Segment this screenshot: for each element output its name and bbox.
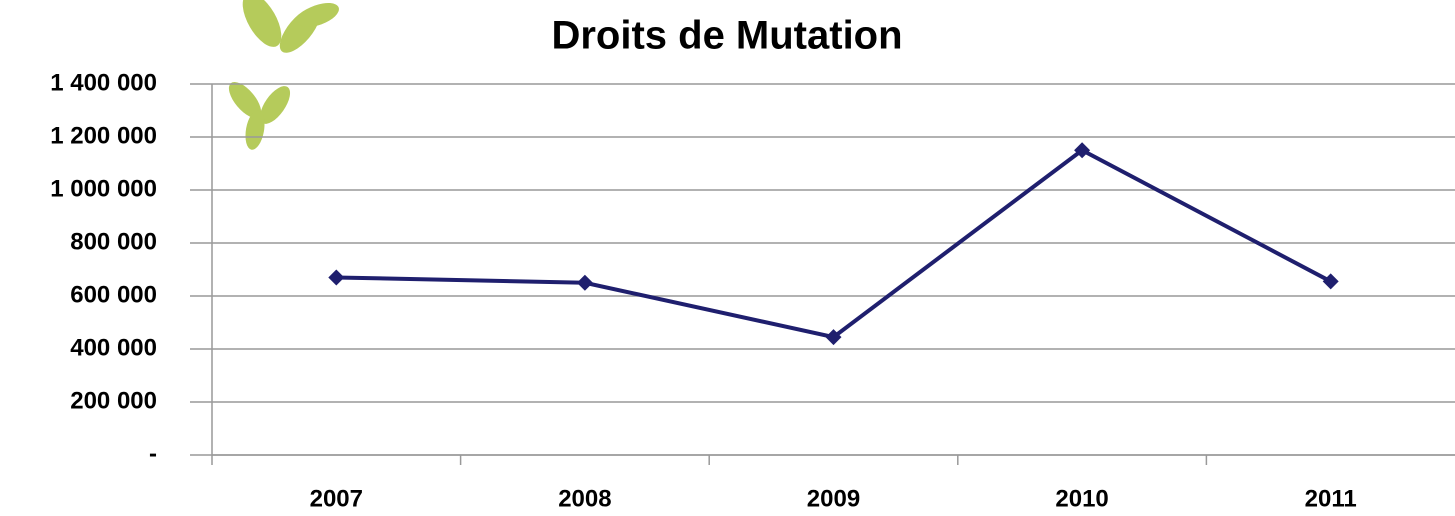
y-tick-label: 200 000: [70, 387, 157, 414]
x-tick-label: 2008: [558, 485, 611, 512]
y-tick-label: 400 000: [70, 334, 157, 361]
marker: [825, 329, 842, 346]
y-tick-label: -: [149, 440, 157, 467]
leaf-decoration: [228, 0, 339, 150]
x-tick-label: 2007: [310, 485, 363, 512]
x-tick-label: 2011: [1305, 485, 1357, 512]
marker: [576, 274, 593, 291]
y-tick-label: 600 000: [70, 281, 157, 308]
marker: [328, 269, 345, 286]
chart-title: Droits de Mutation: [551, 14, 902, 58]
y-tick-label: 1 000 000: [50, 175, 157, 202]
x-tick-label: 2010: [1055, 485, 1108, 512]
marker: [1074, 142, 1091, 159]
marker: [1322, 273, 1339, 290]
y-tick-label: 1 200 000: [50, 122, 157, 149]
y-tick-label: 800 000: [70, 228, 157, 255]
x-tick-label: 2009: [807, 485, 860, 512]
y-tick-label: 1 400 000: [50, 69, 157, 96]
